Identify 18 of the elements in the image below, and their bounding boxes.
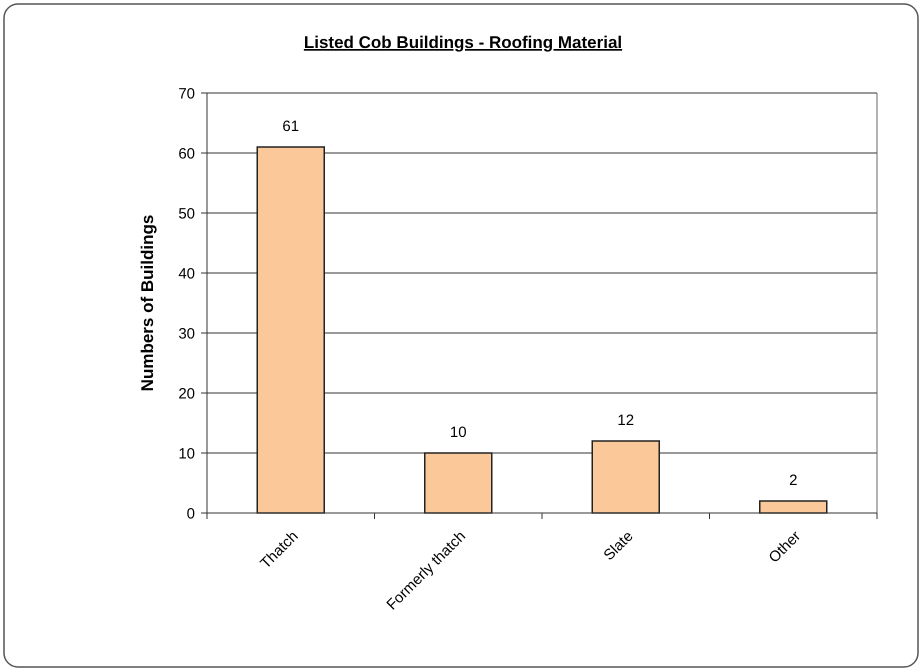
data-label: 12 — [617, 412, 634, 429]
y-tick-label: 0 — [186, 505, 195, 522]
chart-title: Listed Cob Buildings - Roofing Material — [304, 33, 622, 52]
bar — [256, 146, 325, 514]
bar — [592, 440, 660, 514]
y-tick-label: 20 — [178, 385, 195, 402]
y-tick-label: 60 — [178, 145, 195, 162]
y-tick-label: 70 — [178, 85, 195, 102]
y-tick-label: 40 — [178, 265, 195, 282]
bar — [424, 452, 492, 514]
y-axis-title: Numbers of Buildings — [138, 214, 157, 392]
data-label: 61 — [282, 118, 300, 135]
data-label: 2 — [789, 472, 798, 489]
y-tick-label: 50 — [178, 205, 195, 222]
bar — [759, 500, 828, 514]
y-tick-label: 30 — [178, 325, 195, 342]
y-tick-label: 10 — [178, 445, 195, 462]
data-label: 10 — [450, 424, 467, 441]
